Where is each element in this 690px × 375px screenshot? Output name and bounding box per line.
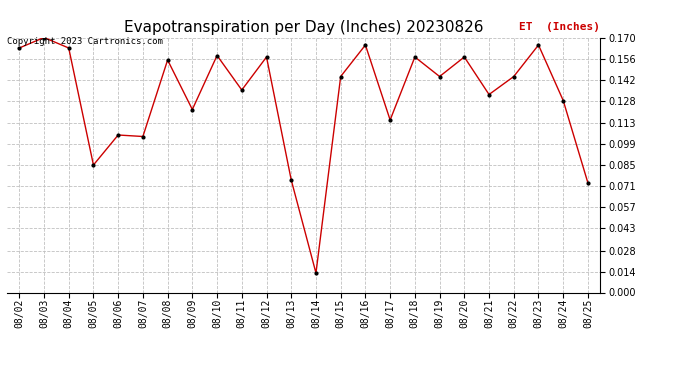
- Title: Evapotranspiration per Day (Inches) 20230826: Evapotranspiration per Day (Inches) 2023…: [124, 20, 484, 35]
- Text: ET  (Inches): ET (Inches): [520, 22, 600, 32]
- Text: Copyright 2023 Cartronics.com: Copyright 2023 Cartronics.com: [7, 38, 163, 46]
